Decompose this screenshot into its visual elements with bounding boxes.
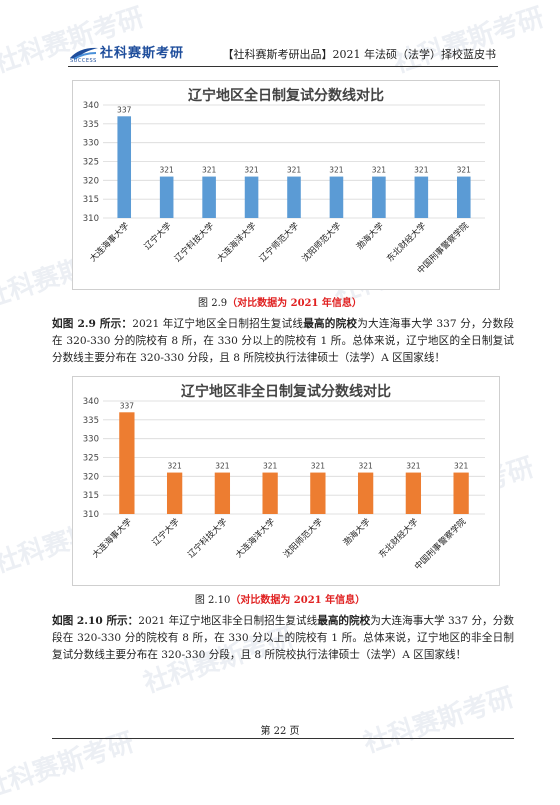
y-tick-label: 330 bbox=[83, 139, 99, 149]
y-tick-label: 340 bbox=[83, 397, 99, 407]
data-label: 321 bbox=[329, 166, 344, 175]
chart-fulltime-svg: 310 315 320 325 330 335 340 337 大连海事大学 321 辽宁大学 321… bbox=[83, 101, 485, 276]
data-label: 321 bbox=[414, 166, 429, 175]
bar bbox=[262, 472, 278, 514]
data-label: 321 bbox=[215, 462, 230, 471]
x-tick-label: 辽宁科技大学 bbox=[186, 516, 230, 560]
bar bbox=[357, 472, 374, 514]
chart-title: 辽宁地区全日制复试分数线对比 bbox=[188, 88, 384, 104]
x-tick-label: 辽宁大学 bbox=[150, 516, 182, 548]
y-tick-label: 310 bbox=[83, 510, 99, 520]
data-label: 321 bbox=[358, 462, 373, 471]
bar bbox=[117, 116, 132, 218]
data-label: 321 bbox=[263, 462, 278, 471]
data-label: 337 bbox=[120, 401, 135, 410]
y-tick-label: 335 bbox=[83, 416, 99, 426]
paragraph-lead: 如图 2.10 所示： bbox=[52, 615, 139, 627]
data-label: 321 bbox=[454, 462, 469, 471]
header-title: 【社科赛斯考研出品】2021 年法硕（法学）择校蓝皮书 bbox=[222, 48, 497, 61]
x-tick-label: 沈阳师范大学 bbox=[300, 220, 344, 264]
x-tick-label: 大连海事大学 bbox=[87, 220, 131, 264]
bar bbox=[166, 472, 183, 514]
data-label: 321 bbox=[202, 166, 217, 175]
figure-caption-2-9: 图 2.9（对比数据为 2021 年信息） bbox=[0, 294, 560, 309]
caption-label: 图 2.10 bbox=[194, 595, 231, 606]
bar bbox=[214, 472, 231, 514]
data-label: 321 bbox=[167, 462, 182, 471]
bar bbox=[372, 176, 386, 218]
x-tick-label: 大连海洋大学 bbox=[233, 516, 277, 560]
x-tick-label: 渤海大学 bbox=[341, 516, 373, 548]
x-tick-label: 大连海洋大学 bbox=[215, 220, 259, 264]
bar bbox=[310, 472, 326, 514]
paragraph-fulltime: 如图 2.9 所示：2021 年辽宁地区全日制招生复试线最高的院校为大连海事大学… bbox=[52, 316, 514, 367]
y-tick-label: 335 bbox=[83, 120, 99, 130]
y-tick-label: 320 bbox=[83, 472, 99, 482]
x-tick-label: 辽宁师范大学 bbox=[257, 220, 301, 264]
paragraph-text: 2021 年辽宁地区非全日制招生复试线 bbox=[138, 615, 318, 627]
paragraph-lead: 如图 2.9 所示： bbox=[52, 318, 133, 330]
x-tick-label: 大连海事大学 bbox=[90, 516, 134, 560]
data-label: 321 bbox=[406, 462, 421, 471]
data-label: 321 bbox=[287, 166, 302, 175]
brand-logo: 社科赛斯考研 SUCCESS bbox=[68, 42, 198, 64]
watermark-text: 社科赛斯考研 bbox=[359, 682, 518, 760]
logo-swoosh-icon bbox=[70, 47, 98, 60]
x-tick-label: 辽宁科技大学 bbox=[172, 220, 216, 264]
y-tick-label: 315 bbox=[83, 491, 99, 501]
page-header: 社科赛斯考研 SUCCESS 【社科赛斯考研出品】2021 年法硕（法学）择校蓝… bbox=[68, 40, 498, 67]
chart-parttime-svg: 310 315 320 325 330 335 340 337 大连海事大学 321 辽宁大学 321… bbox=[83, 397, 485, 572]
x-tick-label: 中国刑事警察学院 bbox=[412, 516, 468, 572]
data-label: 321 bbox=[372, 166, 387, 175]
x-tick-label: 沈阳师范大学 bbox=[281, 516, 325, 560]
y-tick-label: 325 bbox=[83, 454, 99, 464]
bar bbox=[405, 472, 422, 514]
y-tick-label: 340 bbox=[83, 101, 99, 111]
page: 社科赛斯考研 社科赛斯考研 社科赛斯考研 社科赛斯考研 社科赛斯考研 社科赛斯考研 社科赛斯… bbox=[0, 3, 560, 805]
y-tick-label: 320 bbox=[83, 176, 99, 186]
caption-label: 图 2.9 bbox=[198, 298, 228, 309]
y-tick-label: 330 bbox=[83, 435, 99, 445]
bar bbox=[414, 176, 429, 218]
chart-parttime: 辽宁地区非全日制复试分数线对比 310 315 320 325 330 335 340 337… bbox=[72, 376, 500, 586]
data-label: 321 bbox=[244, 166, 259, 175]
paragraph-bold: 最高的院校 bbox=[317, 615, 371, 627]
figure-caption-2-10: 图 2.10（对比数据为 2021 年信息） bbox=[0, 591, 560, 606]
bar bbox=[244, 176, 259, 218]
data-label: 337 bbox=[117, 105, 132, 114]
logo-subtext: SUCCESS bbox=[70, 58, 97, 64]
bar bbox=[202, 176, 216, 218]
bar bbox=[119, 412, 135, 514]
paragraph-text: 为大连海事大学 337 分，分数段在 320-330 分的院校有 8 所，在 3… bbox=[52, 615, 514, 661]
x-tick-label: 东北财经大学 bbox=[377, 516, 421, 560]
y-tick-label: 325 bbox=[83, 158, 99, 168]
caption-note: （对比数据为 2021 年信息） bbox=[230, 595, 366, 606]
bar bbox=[453, 472, 469, 514]
y-tick-label: 315 bbox=[83, 195, 99, 205]
data-label: 321 bbox=[457, 166, 472, 175]
page-number: 第 22 页 bbox=[260, 726, 300, 737]
chart-fulltime: 辽宁地区全日制复试分数线对比 310 315 320 325 330 335 340 337 大… bbox=[72, 80, 500, 290]
data-label: 321 bbox=[311, 462, 326, 471]
x-tick-label: 辽宁大学 bbox=[142, 220, 174, 252]
paragraph-text: 为大连海事大学 337 分，分数段在 320-330 分的院校有 8 所，在 3… bbox=[52, 318, 515, 364]
y-tick-label: 310 bbox=[83, 214, 99, 224]
chart-title: 辽宁地区非全日制复试分数线对比 bbox=[181, 384, 391, 400]
paragraph-parttime: 如图 2.10 所示：2021 年辽宁地区非全日制招生复试线最高的院校为大连海事… bbox=[52, 613, 514, 664]
bar bbox=[456, 176, 471, 218]
x-tick-label: 渤海大学 bbox=[354, 220, 386, 252]
bar bbox=[287, 176, 301, 218]
footer-divider bbox=[52, 738, 514, 739]
bar bbox=[159, 176, 174, 218]
bar bbox=[329, 176, 344, 218]
paragraph-text: 2021 年辽宁地区全日制招生复试线 bbox=[132, 318, 304, 330]
data-label: 321 bbox=[160, 166, 175, 175]
paragraph-bold: 最高的院校 bbox=[303, 318, 358, 330]
logo-text: 社科赛斯考研 bbox=[100, 46, 185, 61]
x-tick-label: 东北财经大学 bbox=[385, 220, 429, 264]
caption-note: （对比数据为 2021 年信息） bbox=[227, 298, 362, 309]
